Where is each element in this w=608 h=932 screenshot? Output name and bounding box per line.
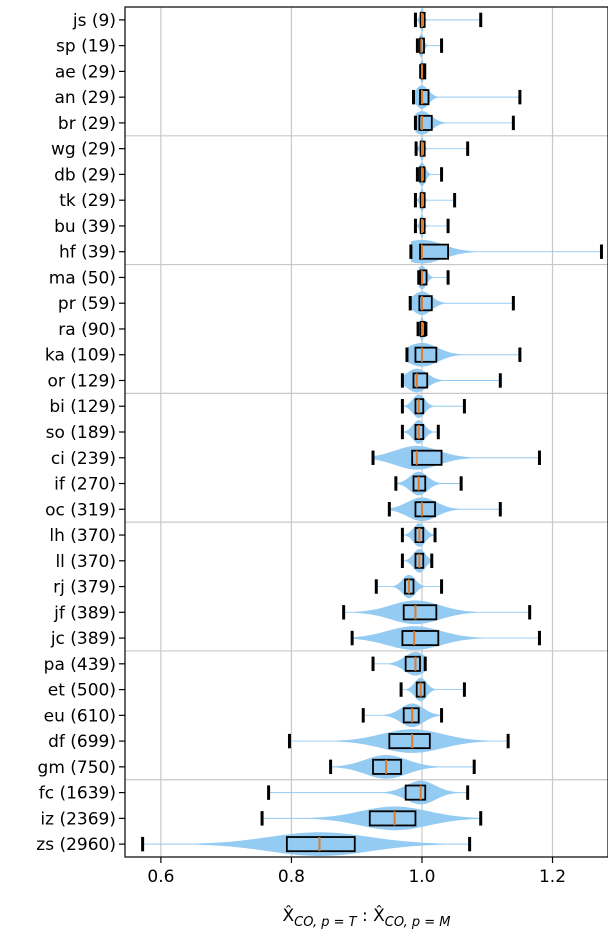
category-label: bi (129) — [49, 397, 116, 417]
violin — [413, 85, 520, 109]
category-label: br (29) — [58, 114, 116, 134]
category-label: ra (90) — [58, 320, 116, 340]
category-label: if (270) — [54, 475, 116, 495]
x-tick-labels: 0.6 0.8 1.0 1.2 — [147, 857, 566, 887]
x-axis-label: X̂CO, p = T : X̂CO, p = M — [283, 905, 451, 930]
category-label: et (500) — [48, 681, 116, 701]
violin — [418, 265, 449, 290]
violin — [395, 471, 462, 496]
plot-frame — [124, 6, 608, 858]
iqr-box — [419, 89, 430, 106]
x-axis-label-base-left: X̂ — [283, 905, 295, 926]
violin — [406, 342, 520, 367]
category-label: pa (439) — [44, 655, 116, 675]
category-label: fc (1639) — [39, 784, 116, 804]
x-tick-label: 1.0 — [408, 867, 435, 887]
violin — [373, 651, 426, 676]
category-label: eu (610) — [44, 706, 116, 726]
category-label: js (9) — [72, 11, 116, 31]
iqr-box — [404, 784, 427, 801]
category-label: hf (39) — [59, 243, 116, 263]
x-tick-label: 0.8 — [278, 867, 305, 887]
violin — [373, 445, 540, 470]
category-label: so (189) — [46, 423, 116, 443]
violin — [363, 703, 442, 728]
violin — [415, 214, 449, 238]
iqr-box — [414, 501, 436, 518]
x-tick-label: 0.6 — [147, 867, 174, 887]
violin — [289, 729, 509, 753]
grid-layer — [125, 7, 608, 857]
category-label: iz (2369) — [40, 809, 116, 829]
category-label: wg (29) — [51, 140, 116, 160]
iqr-box — [419, 269, 428, 286]
violin — [352, 626, 540, 650]
y-tick-labels: js (9) sp (19) ae (29) an (29) br (29) wg (29… — [36, 11, 125, 855]
category-label: bu (39) — [54, 217, 116, 237]
x-axis-label-sub-right: CO, p = M — [385, 915, 451, 930]
violin — [142, 832, 470, 856]
x-axis-label-separator: : — [357, 906, 374, 926]
violin — [402, 420, 439, 444]
box-layer — [141, 11, 603, 853]
category-label: ka (109) — [45, 346, 116, 366]
category-label: jf (389) — [53, 603, 116, 623]
category-label: oc (319) — [45, 500, 116, 520]
category-label: zs (2960) — [36, 835, 116, 855]
iqr-box — [419, 243, 449, 260]
violin — [389, 497, 501, 522]
x-axis-label-sub-left: CO, p = T — [294, 915, 357, 930]
violin — [415, 111, 514, 135]
category-label: db (29) — [54, 165, 116, 185]
violin — [415, 8, 481, 32]
violin — [416, 136, 468, 161]
violin — [402, 548, 432, 573]
category-label: pr (59) — [58, 294, 116, 314]
violin — [402, 394, 465, 419]
iqr-box — [368, 810, 417, 827]
category-label: ll (370) — [55, 552, 116, 572]
violin — [262, 806, 481, 831]
iqr-box — [418, 114, 433, 131]
violin — [410, 239, 602, 264]
category-label: or (129) — [47, 371, 116, 391]
category-label: lh (370) — [49, 526, 116, 546]
iqr-box — [414, 346, 438, 363]
violin — [401, 677, 465, 702]
iqr-box — [404, 655, 421, 672]
iqr-box — [412, 372, 429, 389]
category-label: tk (29) — [59, 191, 116, 211]
iqr-box — [401, 630, 440, 647]
iqr-box — [388, 733, 431, 750]
category-label: rj (379) — [53, 578, 116, 598]
violin — [417, 162, 442, 187]
category-label: jc (389) — [50, 629, 116, 649]
iqr-box — [418, 295, 433, 312]
category-label: ma (50) — [49, 268, 116, 288]
category-label: gm (750) — [38, 758, 116, 778]
x-axis-label-base-right: X̂ — [373, 905, 385, 926]
x-tick-label: 1.2 — [539, 867, 566, 887]
iqr-box — [402, 604, 438, 621]
violin — [410, 291, 514, 316]
violin — [330, 755, 475, 779]
category-label: ci (239) — [51, 449, 116, 469]
violin — [415, 188, 455, 212]
iqr-box — [411, 449, 443, 466]
iqr-box — [285, 836, 356, 853]
category-label: an (29) — [55, 88, 117, 108]
category-label: df (699) — [48, 732, 116, 752]
category-label: ae (29) — [55, 62, 116, 82]
violin — [268, 780, 468, 805]
category-label: sp (19) — [56, 37, 116, 57]
